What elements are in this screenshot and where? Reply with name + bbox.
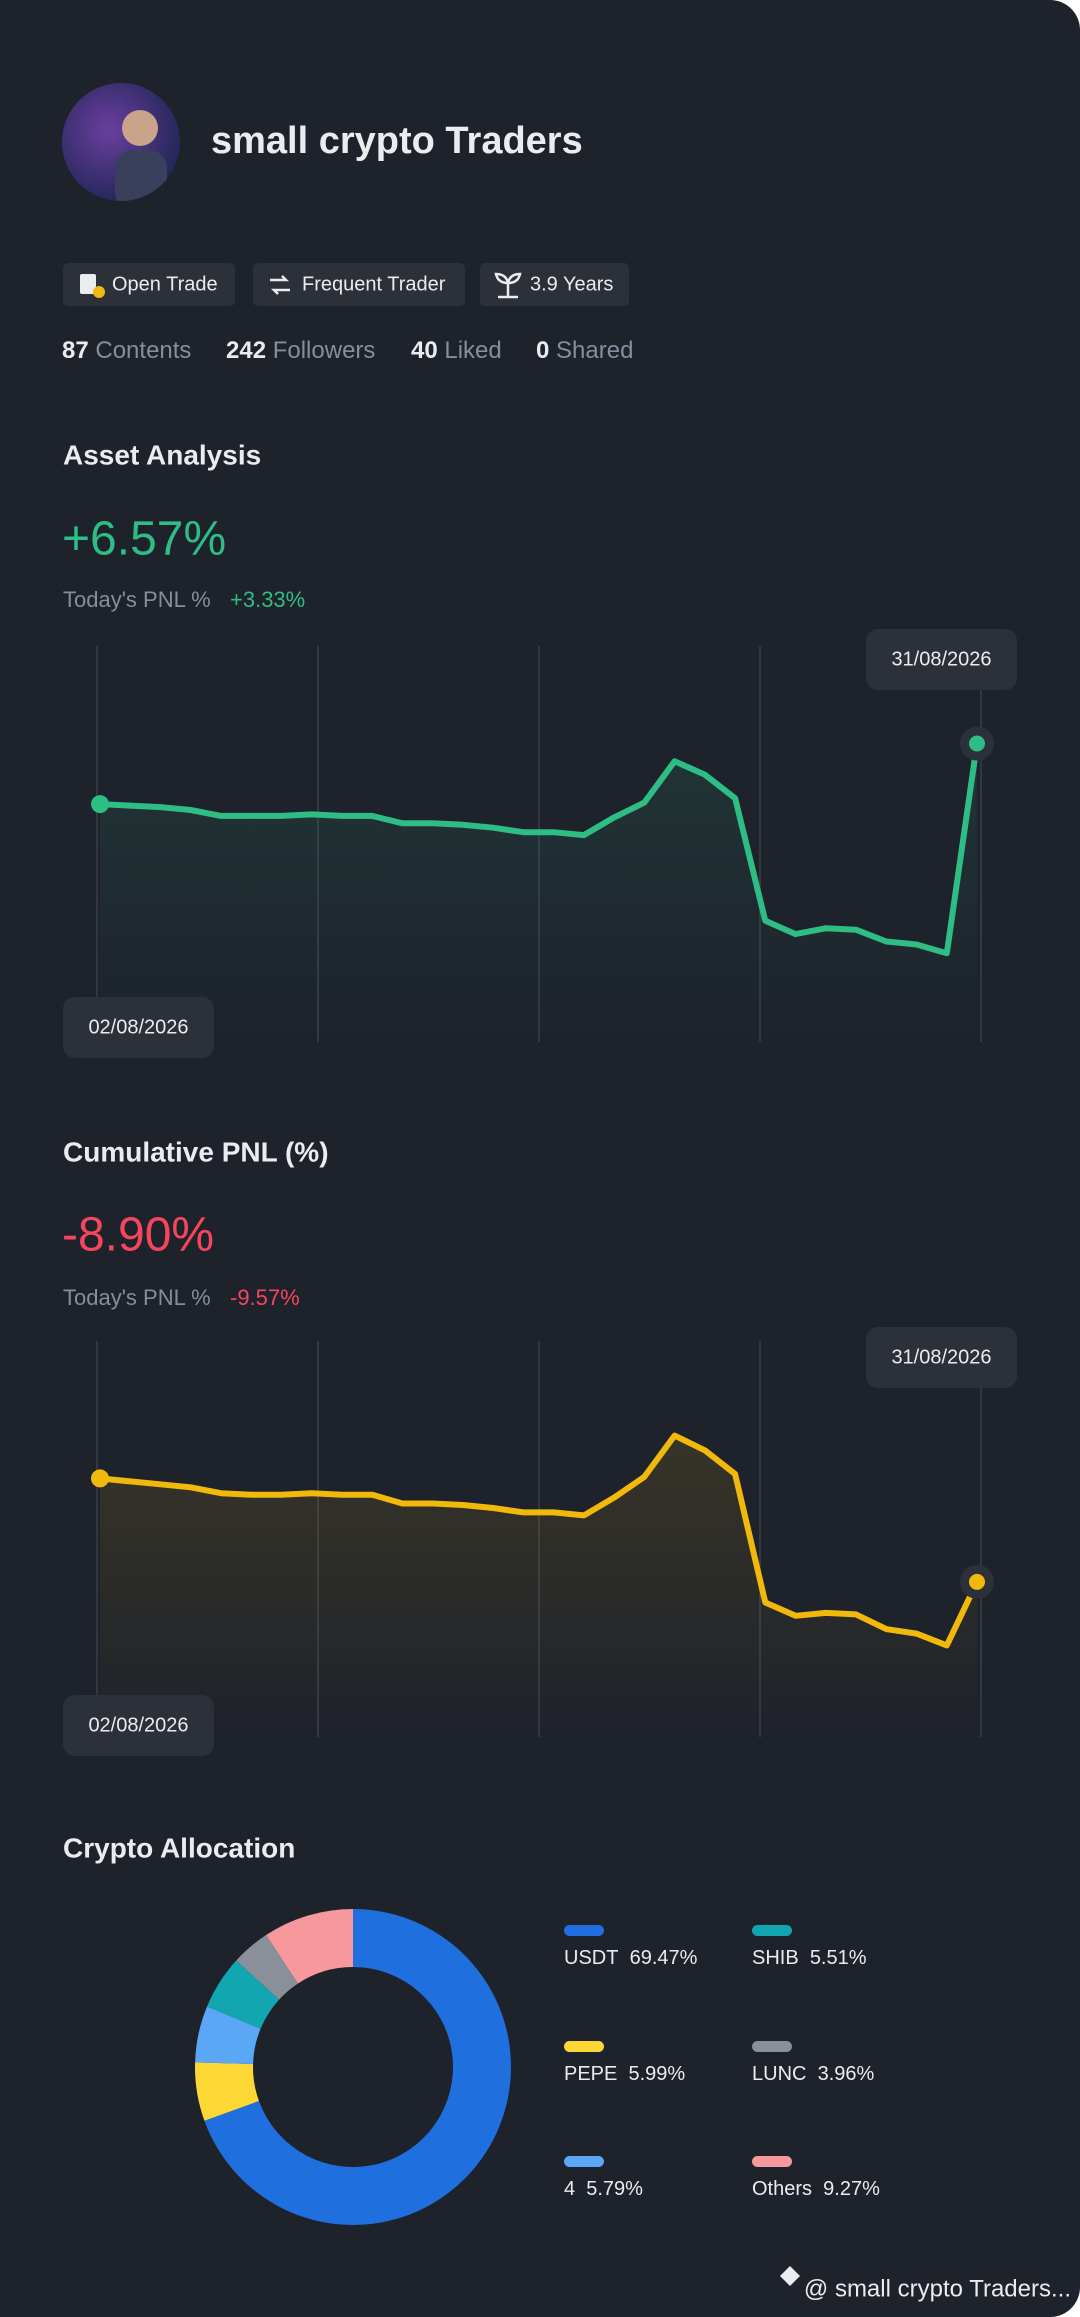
stat-label: Liked <box>444 337 501 364</box>
legend-value: 5.79% <box>586 2178 643 2200</box>
date-tooltip <box>866 1327 1017 1388</box>
legend-space <box>806 2063 817 2085</box>
today-pnl-label: Today's PNL % <box>63 1285 211 1310</box>
legend-name: PEPE <box>564 2063 617 2085</box>
legend-space <box>617 2063 628 2085</box>
legend-item: 4 5.79% <box>564 2178 643 2200</box>
avatar[interactable] <box>62 83 180 210</box>
badge-icon <box>270 275 290 295</box>
end-point <box>969 735 985 752</box>
end-point <box>969 1573 985 1590</box>
stat: 242 Followers <box>226 337 375 364</box>
stat-label: Followers <box>273 337 376 364</box>
badge <box>63 263 235 306</box>
stat-value: 40 <box>411 337 438 364</box>
footer-logo <box>780 2266 800 2286</box>
line-area <box>100 1435 977 1737</box>
date-label: 31/08/2026 <box>891 1346 991 1368</box>
legend-space <box>799 1947 810 1969</box>
donut-slice <box>204 1909 512 2225</box>
headline-value: +6.57% <box>62 513 226 566</box>
legend-space <box>812 2178 823 2200</box>
stat: 87 Contents <box>62 337 191 364</box>
legend-value: 9.27% <box>823 2178 880 2200</box>
stat: 40 Liked <box>411 337 502 364</box>
stat-space <box>89 337 96 364</box>
badge-icon <box>80 274 96 294</box>
start-point <box>91 1469 109 1488</box>
legend-value: 5.51% <box>810 1947 867 1969</box>
badge-text: Open Trade <box>112 273 218 295</box>
line-area <box>100 743 977 1042</box>
today-pnl-value: +3.33% <box>230 587 305 612</box>
date-tooltip <box>866 629 1017 690</box>
legend-name: 4 <box>564 2178 575 2200</box>
legend-item: PEPE 5.99% <box>564 2063 685 2085</box>
legend-name: USDT <box>564 1947 618 1969</box>
date-tooltip <box>63 997 214 1058</box>
line <box>97 1432 980 1649</box>
stat-value: 242 <box>226 337 266 364</box>
stat-space <box>549 337 556 364</box>
badge-icon <box>494 272 522 299</box>
avatar-body <box>115 150 167 201</box>
donut-slice <box>195 2062 259 2121</box>
stat-label: Contents <box>95 337 191 364</box>
donut-slice <box>266 1909 353 1984</box>
avatar-face <box>122 110 158 146</box>
legend-name: Others <box>752 2178 812 2200</box>
legend-value: 69.47% <box>630 1947 698 1969</box>
legend-value: 3.96% <box>818 2063 875 2085</box>
date-label: 02/08/2026 <box>88 1016 188 1038</box>
legend-item: USDT 69.47% <box>564 1947 698 1969</box>
footer-text: @ small crypto Traders... <box>804 2275 1071 2302</box>
legend-item: Others 9.27% <box>752 2178 880 2200</box>
date-label: 02/08/2026 <box>88 1714 188 1736</box>
badge-text: 3.9 Years <box>530 273 613 295</box>
legend-item: SHIB 5.51% <box>752 1947 867 1969</box>
legend-item: LUNC 3.96% <box>752 2063 875 2085</box>
start-point <box>91 795 109 814</box>
badge-text: Frequent Trader <box>302 273 446 295</box>
date-label: 31/08/2026 <box>891 648 991 670</box>
stat: 0 Shared <box>536 337 633 364</box>
stat-value: 0 <box>536 337 549 364</box>
donut-slice <box>236 1935 298 2000</box>
today-pnl-label: Today's PNL % <box>63 587 211 612</box>
headline-value: -8.90% <box>62 1209 214 1262</box>
legend-space <box>618 1947 629 1969</box>
legend-swatch <box>564 1925 604 1936</box>
legend-space <box>575 2178 586 2200</box>
donut-slice <box>207 1960 280 2029</box>
legend-swatch <box>752 2041 792 2052</box>
legend-swatch <box>564 2156 604 2167</box>
date-tooltip <box>63 1695 214 1756</box>
section-title: Cumulative PNL (%) <box>63 1136 329 1167</box>
badge <box>253 263 465 306</box>
legend-value: 5.99% <box>628 2063 685 2085</box>
section-title: Crypto Allocation <box>63 1832 295 1863</box>
legend-name: LUNC <box>752 2063 806 2085</box>
legend-swatch <box>752 2156 792 2167</box>
badge-icon <box>93 286 105 298</box>
line <box>97 740 980 957</box>
legend-swatch <box>752 1925 792 1936</box>
stat-label: Shared <box>556 337 633 364</box>
stats: 87 Contents 242 Followers 40 Liked 0 Shared <box>62 337 633 364</box>
stat-value: 87 <box>62 337 89 364</box>
stat-space <box>266 337 273 364</box>
stat-space <box>438 337 445 364</box>
donut-slice <box>195 2006 261 2065</box>
section-title: Asset Analysis <box>63 439 261 470</box>
legend-swatch <box>564 2041 604 2052</box>
charts: Asset Analysis +6.57% Today's PNL % +3.33% 3… <box>62 439 1017 2225</box>
today-pnl-value: -9.57% <box>230 1285 300 1310</box>
profile-name: small crypto Traders <box>211 120 583 162</box>
legend-name: SHIB <box>752 1947 799 1969</box>
